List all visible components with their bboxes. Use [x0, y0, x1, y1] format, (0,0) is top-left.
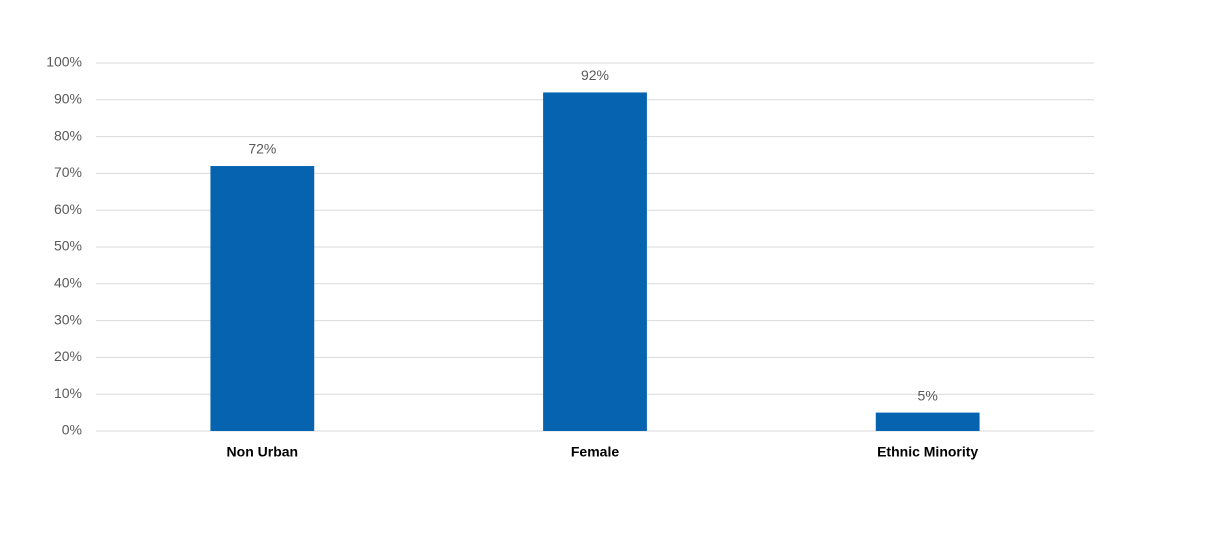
x-tick-label: Non Urban — [227, 444, 299, 460]
value-label: 5% — [918, 387, 938, 403]
x-tick-label: Female — [571, 444, 619, 460]
y-tick-label: 20% — [54, 348, 82, 364]
y-tick-label: 50% — [54, 238, 82, 254]
y-tick-label: 60% — [54, 201, 82, 217]
y-tick-label: 100% — [46, 54, 82, 70]
bar — [875, 412, 980, 431]
y-tick-label: 70% — [54, 164, 82, 180]
value-label: 72% — [248, 141, 276, 157]
value-label: 92% — [581, 67, 609, 83]
bar — [543, 92, 647, 431]
bar — [210, 166, 315, 432]
y-tick-label: 10% — [54, 385, 82, 401]
y-tick-label: 80% — [54, 127, 82, 143]
y-tick-label: 0% — [62, 422, 82, 438]
y-tick-label: 30% — [54, 311, 82, 327]
y-tick-label: 90% — [54, 91, 82, 107]
y-tick-label: 40% — [54, 275, 82, 291]
x-tick-label: Ethnic Minority — [877, 444, 978, 460]
